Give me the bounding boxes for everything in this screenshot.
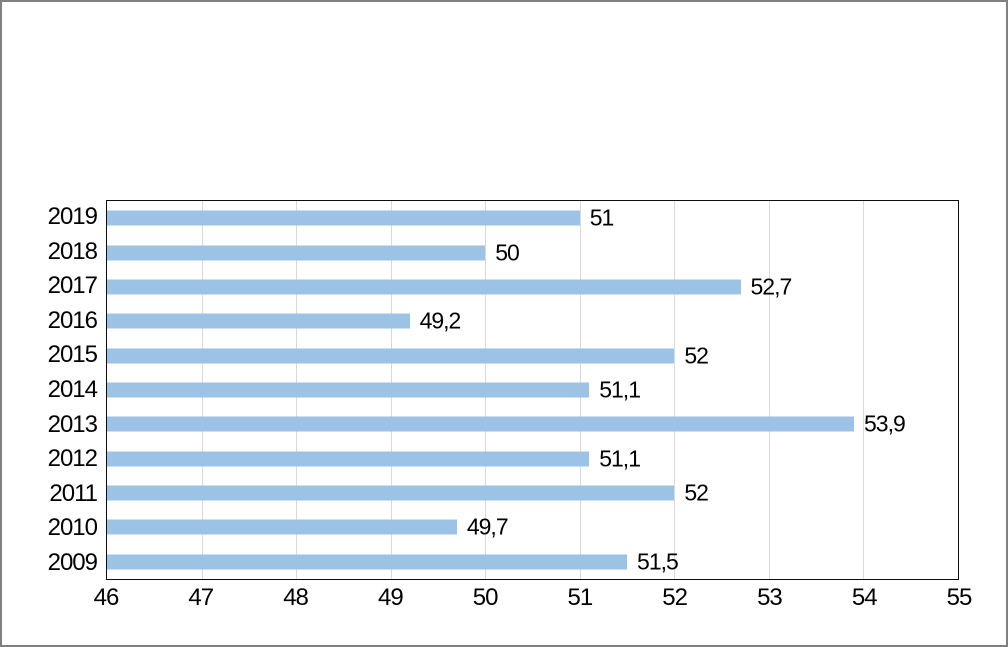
bar-value-label: 51 — [589, 204, 615, 231]
x-axis-label: 53 — [757, 584, 783, 611]
x-axis-label: 46 — [93, 584, 120, 611]
bar-row: 49,7 — [107, 510, 958, 544]
y-axis-label: 2009 — [47, 548, 98, 576]
bar — [107, 210, 580, 226]
bar — [107, 313, 410, 329]
bars-layer: 51 50 52,7 49,2 52 51,1 53,9 51,1 52 49,7 51,5 — [107, 201, 958, 579]
plot-area: 51 50 52,7 49,2 52 51,1 53,9 51,1 52 49,7 51,5 — [106, 200, 959, 580]
bar — [107, 245, 486, 261]
y-axis-label: 2013 — [47, 410, 98, 438]
y-axis-label: 2015 — [47, 341, 98, 369]
bar-value-label: 51,5 — [637, 548, 679, 575]
bar — [107, 382, 590, 398]
y-axis-label: 2017 — [47, 272, 98, 300]
x-axis-label: 54 — [851, 584, 878, 611]
bar — [107, 554, 628, 570]
bar — [107, 279, 741, 295]
y-axis-label: 2012 — [47, 445, 98, 473]
y-axis-category-labels: 2019 2018 2017 2016 2015 2014 2013 2012 2011 2010… — [2, 200, 98, 580]
x-axis-label: 48 — [283, 584, 309, 611]
bar-row: 51,1 — [107, 442, 958, 476]
y-axis-label: 2010 — [47, 514, 98, 542]
y-axis-label: 2019 — [47, 203, 98, 231]
bar-value-label: 51,1 — [599, 376, 641, 403]
x-axis-label: 55 — [946, 584, 973, 611]
bar — [107, 485, 675, 501]
x-axis-label: 52 — [662, 584, 688, 611]
bar-row: 52 — [107, 476, 958, 510]
gridline — [674, 201, 676, 579]
x-axis-tick-labels: 46 47 48 49 50 51 52 53 54 55 — [94, 584, 973, 616]
x-axis-label: 51 — [567, 584, 594, 611]
gridline — [768, 201, 770, 579]
x-axis-label: 50 — [472, 584, 499, 611]
bar-row: 51 — [107, 201, 958, 235]
bar-value-label: 49,2 — [419, 307, 462, 334]
bar-row: 51,5 — [107, 545, 958, 579]
bar — [107, 451, 590, 467]
bar-row: 51,1 — [107, 373, 958, 407]
bar-value-label: 53,9 — [863, 410, 906, 437]
bar-value-label: 49,7 — [466, 513, 509, 540]
y-axis-label: 2018 — [47, 237, 98, 265]
bar-value-label: 52 — [684, 342, 709, 369]
bar — [107, 519, 457, 535]
x-axis-label: 47 — [188, 584, 214, 611]
gridline — [863, 201, 865, 579]
y-axis-label: 2014 — [47, 376, 98, 403]
bar-row: 53,9 — [107, 407, 958, 441]
x-axis-label: 49 — [377, 584, 404, 611]
y-axis-label: 2011 — [49, 479, 98, 507]
bar-row: 52 — [107, 338, 958, 372]
bar-value-label: 52,7 — [750, 273, 793, 300]
bar — [107, 348, 675, 364]
bar-row: 50 — [107, 235, 958, 269]
bar-value-label: 51,1 — [599, 445, 641, 472]
bar-value-label: 50 — [495, 239, 520, 266]
bar-row: 49,2 — [107, 304, 958, 338]
bar — [107, 416, 854, 432]
bar-value-label: 52 — [684, 479, 709, 506]
y-axis-label: 2016 — [47, 306, 98, 334]
bar-row: 52,7 — [107, 270, 958, 304]
